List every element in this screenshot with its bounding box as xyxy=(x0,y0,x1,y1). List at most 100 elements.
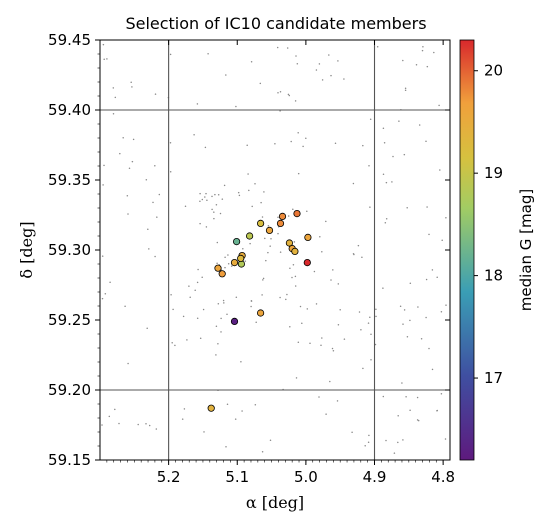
field-star xyxy=(238,194,241,197)
field-star xyxy=(382,395,385,398)
field-star xyxy=(436,276,438,278)
field-star xyxy=(294,275,297,278)
field-star xyxy=(404,87,407,89)
field-star xyxy=(155,428,158,430)
field-star xyxy=(376,46,379,48)
field-star xyxy=(203,431,205,433)
field-star xyxy=(426,206,428,208)
candidate-point xyxy=(237,254,245,262)
field-star xyxy=(279,90,282,93)
field-stars-layer xyxy=(101,43,447,454)
field-star xyxy=(158,193,161,196)
field-star xyxy=(196,103,199,105)
field-star xyxy=(441,239,443,242)
candidate-point xyxy=(293,210,301,218)
field-star xyxy=(339,309,341,311)
field-star xyxy=(295,377,298,379)
field-star xyxy=(269,439,272,441)
y-tick-label: 59.30 xyxy=(48,241,91,259)
colorbar-tick-label: 19 xyxy=(484,164,503,182)
field-star xyxy=(234,418,237,420)
field-star xyxy=(431,269,434,271)
field-star xyxy=(118,422,120,425)
field-star xyxy=(250,60,253,63)
field-star xyxy=(249,242,251,245)
field-star xyxy=(223,302,225,304)
field-star xyxy=(403,153,406,156)
field-star xyxy=(286,293,288,296)
candidate-point xyxy=(285,239,293,247)
field-star xyxy=(226,313,228,315)
field-star xyxy=(315,303,318,305)
field-star xyxy=(227,263,230,265)
field-star xyxy=(114,96,117,99)
field-star xyxy=(369,206,371,208)
field-star xyxy=(343,338,346,340)
field-star xyxy=(102,43,105,46)
field-star xyxy=(402,323,404,325)
field-star xyxy=(119,152,121,155)
field-star xyxy=(291,276,293,279)
field-star xyxy=(124,305,126,308)
field-star xyxy=(215,325,218,327)
field-star xyxy=(416,419,419,421)
field-star xyxy=(297,341,300,344)
field-star xyxy=(174,344,176,347)
field-star xyxy=(331,347,334,350)
field-star xyxy=(315,69,318,71)
field-star xyxy=(369,316,371,318)
field-star xyxy=(392,155,394,158)
colorbar-tick-label: 17 xyxy=(484,369,503,387)
field-star xyxy=(425,140,427,143)
field-star xyxy=(383,141,386,144)
field-star xyxy=(305,137,307,140)
y-tick-label: 59.45 xyxy=(48,31,91,49)
field-star xyxy=(240,360,242,363)
candidate-point xyxy=(265,226,274,234)
field-star xyxy=(360,329,362,331)
field-star xyxy=(415,64,418,66)
field-star xyxy=(122,136,124,139)
field-star xyxy=(109,281,111,284)
field-star xyxy=(201,198,204,201)
field-star xyxy=(290,140,292,143)
field-star xyxy=(318,63,321,65)
field-star xyxy=(104,292,107,295)
field-star xyxy=(397,441,399,444)
field-star xyxy=(321,79,324,81)
field-star xyxy=(207,53,209,55)
field-star xyxy=(170,294,172,296)
field-star xyxy=(404,89,407,91)
candidate-point xyxy=(304,233,312,241)
field-star xyxy=(385,181,388,184)
field-star xyxy=(254,404,257,406)
field-star xyxy=(154,93,157,95)
field-star xyxy=(445,217,447,219)
field-star xyxy=(220,331,222,333)
y-tick-label: 59.35 xyxy=(48,171,91,189)
field-star xyxy=(247,173,249,175)
field-star xyxy=(169,170,172,173)
field-star xyxy=(112,113,115,115)
field-star xyxy=(126,194,129,197)
field-star xyxy=(131,160,134,163)
field-star xyxy=(375,315,377,318)
field-star xyxy=(426,65,429,68)
field-star xyxy=(384,222,387,224)
field-star xyxy=(225,74,227,76)
field-star xyxy=(309,342,311,344)
field-star xyxy=(279,296,281,299)
field-star xyxy=(279,251,282,253)
x-tick-label: 5.0 xyxy=(294,468,318,486)
field-star xyxy=(292,264,295,266)
field-star xyxy=(131,86,133,88)
y-axis-label: δ [deg] xyxy=(17,221,36,278)
field-star xyxy=(329,380,331,383)
field-star xyxy=(106,58,108,60)
field-star xyxy=(202,308,205,311)
field-star xyxy=(199,192,201,195)
candidate-point xyxy=(218,270,226,278)
field-star xyxy=(292,208,294,210)
field-star xyxy=(265,259,267,262)
field-star xyxy=(127,213,129,215)
